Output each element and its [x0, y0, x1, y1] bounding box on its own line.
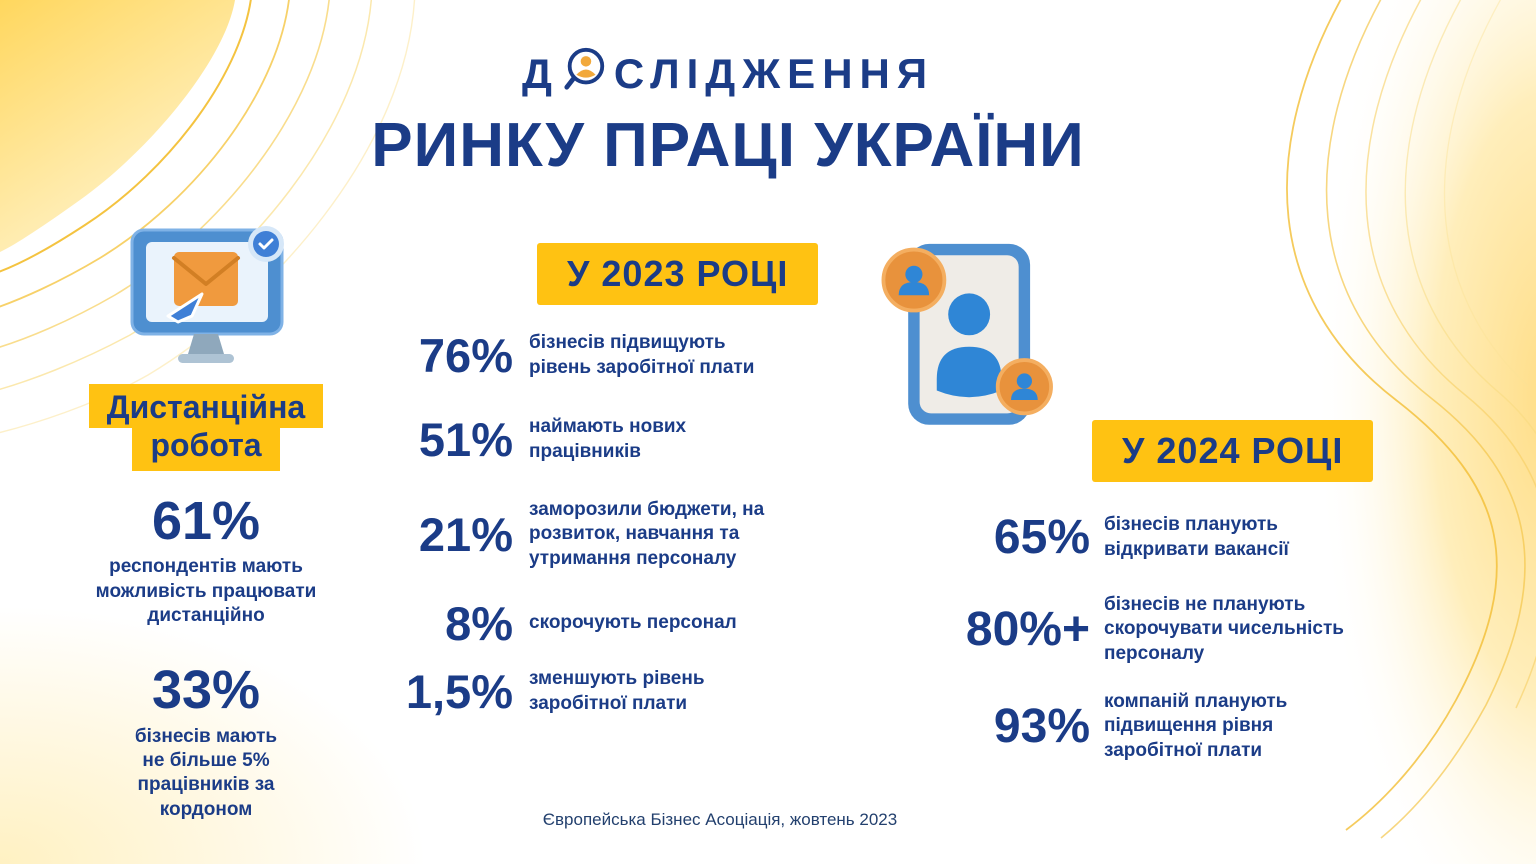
stat-label: бізнесів мають не більше 5% працівників … — [134, 725, 278, 820]
stat-row: 65% бізнесів планують відкривати вакансі… — [900, 510, 1440, 565]
stat-label: зменшують рівень заробітної плати — [529, 668, 705, 714]
stat-value: 65% — [993, 511, 1090, 564]
stat-value: 8% — [445, 597, 513, 650]
stat-value: 76% — [418, 329, 513, 382]
stat-row: 21% заморозили бюджети, на розвиток, нав… — [393, 498, 873, 571]
title-suffix: СЛІДЖЕННЯ — [613, 50, 935, 97]
stat-value: 33% — [151, 660, 261, 721]
page-title: РИНКУ ПРАЦІ УКРАЇНИ — [371, 111, 1085, 180]
stat-row: 8% скорочують персонал — [393, 596, 873, 651]
magnifier-person-icon — [562, 46, 608, 102]
stat-value: 51% — [418, 413, 513, 466]
header: Д СЛІДЖЕННЯ РИНКУ ПРАЦІ УКРАЇНИ — [0, 46, 1456, 181]
phone-people-icon — [881, 243, 1053, 425]
stat-value: 80%+ — [965, 602, 1090, 656]
monitor-email-icon — [130, 226, 284, 363]
stat-label: компаній планують підвищення рівня зароб… — [1104, 691, 1288, 761]
stat-label: бізнесів підвищують рівень заробітної пл… — [529, 332, 755, 378]
remote-work-section: Дистанційна робота 61% респондентів мают… — [38, 222, 374, 822]
year-2024-badge: У 2024 РОЦІ — [1092, 420, 1374, 482]
stat-value: 93% — [993, 699, 1090, 753]
stat-label: респондентів мають можливість працювати … — [95, 556, 317, 626]
stat-row: 76% бізнесів підвищують рівень заробітно… — [393, 328, 873, 383]
stat-label: заморозили бюджети, на розвиток, навчанн… — [529, 499, 765, 569]
remote-work-badge-line1: Дистанційна — [88, 384, 324, 428]
stat-label: бізнесів не планують скорочувати чисельн… — [1104, 594, 1344, 664]
stat-row: 80%+ бізнесів не планують скорочувати чи… — [900, 593, 1440, 666]
title-prefix: Д — [521, 50, 559, 97]
remote-work-badge: Дистанційна робота — [88, 384, 324, 471]
stat-label: скорочують персонал — [529, 612, 737, 634]
stat-value: 61% — [151, 490, 261, 551]
research-title-line: Д СЛІДЖЕННЯ — [0, 46, 1456, 102]
source-attribution: Європейська Бізнес Асоціація, жовтень 20… — [542, 810, 898, 829]
stat-row: 51% наймають нових працівників — [393, 412, 873, 467]
remote-work-badge-line2: робота — [132, 426, 280, 471]
year-2023-badge: У 2023 РОЦІ — [537, 243, 819, 305]
stat-value: 21% — [418, 507, 513, 561]
stat-label: наймають нових працівників — [529, 416, 687, 462]
stat-row: 93% компаній планують підвищення рівня з… — [900, 690, 1440, 763]
stat-label: бізнесів планують відкривати вакансії — [1104, 514, 1289, 560]
stat-row: 1,5% зменшують рівень заробітної плати — [393, 664, 873, 719]
stat-value: 1,5% — [405, 665, 513, 718]
